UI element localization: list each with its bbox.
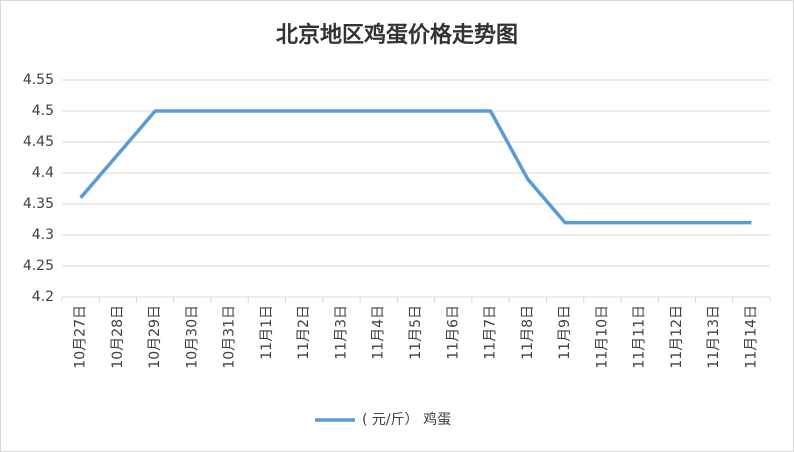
x-tick-label: 11月4日 xyxy=(371,305,387,360)
x-tick-label: 11月12日 xyxy=(669,305,685,369)
x-tick-label: 11月14日 xyxy=(743,305,759,369)
x-tick-label: 10月31日 xyxy=(222,305,238,369)
y-tick-label: 4.4 xyxy=(32,165,54,181)
x-tick-label: 11月3日 xyxy=(333,305,349,360)
y-tick-label: 4.5 xyxy=(32,103,54,119)
x-tick-label: 11月6日 xyxy=(445,305,461,360)
legend-label: ( 元/斤） 鸡蛋 xyxy=(362,411,451,428)
chart-title: 北京地区鸡蛋价格走势图 xyxy=(276,22,518,48)
y-tick-label: 4.45 xyxy=(23,134,54,150)
y-tick-label: 4.55 xyxy=(23,72,54,88)
x-tick-label: 11月10日 xyxy=(594,305,610,369)
x-tick-label: 11月5日 xyxy=(408,305,424,360)
y-tick-label: 4.3 xyxy=(32,227,54,243)
x-tick-label: 11月8日 xyxy=(520,305,536,360)
x-tick-label: 11月7日 xyxy=(483,305,499,360)
x-tick-label: 11月9日 xyxy=(557,305,573,360)
x-tick-label: 11月2日 xyxy=(296,305,312,360)
x-tick-label: 10月30日 xyxy=(184,305,200,369)
x-tick-label: 10月28日 xyxy=(110,305,126,369)
x-tick-label: 11月11日 xyxy=(632,305,648,369)
y-tick-label: 4.25 xyxy=(23,258,54,274)
data-line xyxy=(79,109,752,225)
x-tick-label: 10月27日 xyxy=(73,305,89,369)
x-tick-label: 10月29日 xyxy=(147,305,163,369)
x-tick-label: 11月13日 xyxy=(706,305,722,369)
x-tick-label: 11月1日 xyxy=(259,305,275,360)
y-tick-label: 4.2 xyxy=(32,289,54,305)
y-tick-label: 4.35 xyxy=(23,196,54,212)
